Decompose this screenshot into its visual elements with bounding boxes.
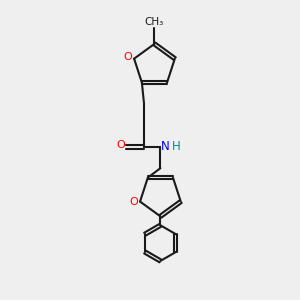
Text: H: H [172,140,180,153]
Text: N: N [161,140,170,153]
Text: O: O [116,140,125,150]
Text: CH₃: CH₃ [145,17,164,28]
Text: O: O [123,52,132,62]
Text: O: O [129,197,138,207]
